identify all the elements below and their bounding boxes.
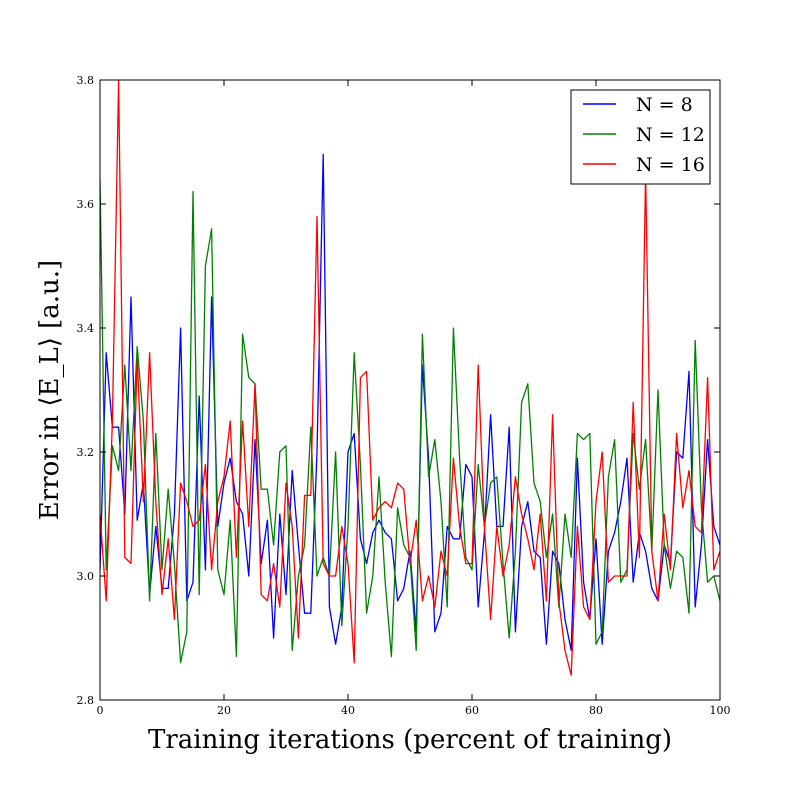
tick-layer: 0 20 40 60 80 100 2.8 3.0 3.2 3.4 3.6 3.8 bbox=[77, 74, 731, 717]
series-layer bbox=[100, 80, 720, 676]
series-line-n-8 bbox=[100, 153, 720, 652]
x-tick-label: 20 bbox=[217, 704, 231, 717]
legend-label: N = 12 bbox=[636, 124, 705, 146]
y-tick-label: 3.6 bbox=[77, 198, 95, 211]
y-tick-label: 3.2 bbox=[77, 446, 95, 459]
x-tick-label: 60 bbox=[465, 704, 479, 717]
y-tick-label: 3.0 bbox=[77, 570, 95, 583]
x-axis-label: Training iterations (percent of training… bbox=[148, 725, 672, 755]
x-tick-label: 80 bbox=[589, 704, 603, 717]
x-tick-label: 0 bbox=[97, 704, 104, 717]
legend-label: N = 16 bbox=[636, 154, 705, 176]
y-tick-label: 3.8 bbox=[77, 74, 95, 87]
y-axis-label: Error in ⟨E_L⟩ [a.u.] bbox=[35, 260, 65, 520]
x-tick-label: 100 bbox=[710, 704, 731, 717]
legend: N = 8 N = 12 N = 16 bbox=[570, 89, 711, 185]
legend-label: N = 8 bbox=[636, 94, 693, 116]
y-tick-label: 2.8 bbox=[77, 694, 95, 707]
series-line-n-16 bbox=[100, 80, 720, 676]
legend-box bbox=[570, 89, 711, 185]
y-tick-label: 3.4 bbox=[77, 322, 95, 335]
x-tick-label: 40 bbox=[341, 704, 355, 717]
plot-frame bbox=[99, 79, 721, 701]
